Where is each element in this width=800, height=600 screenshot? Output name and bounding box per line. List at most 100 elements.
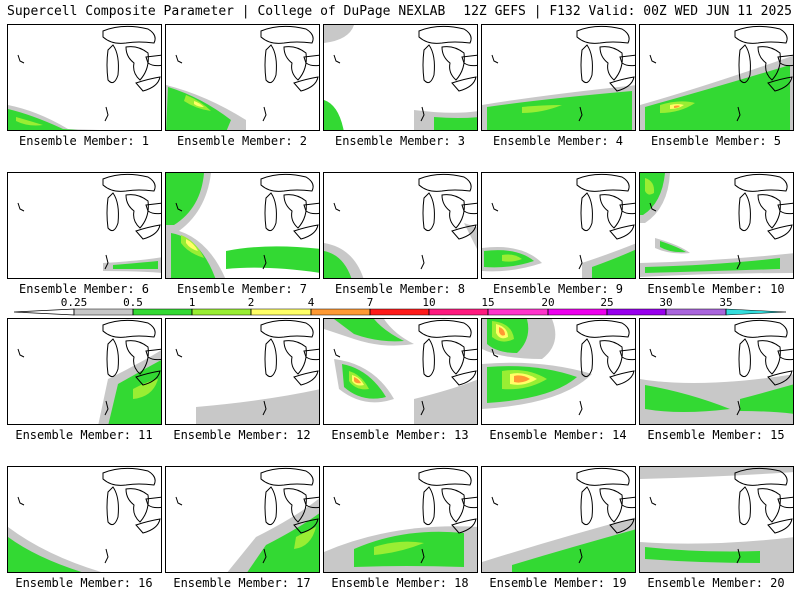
great-lakes-outline — [738, 192, 751, 232]
geographic-line — [578, 400, 583, 416]
great-lakes-outline — [757, 194, 781, 229]
scp-contour — [226, 246, 319, 273]
scp-field-map — [640, 467, 793, 572]
ensemble-panel-10 — [639, 172, 794, 279]
great-lakes-outline — [619, 496, 635, 509]
legend-swatch — [547, 308, 608, 316]
ensemble-panel-14 — [481, 318, 636, 425]
geographic-line — [578, 106, 583, 122]
great-lakes-outline — [125, 340, 149, 375]
geographic-line — [262, 548, 267, 564]
geographic-line — [736, 400, 741, 416]
legend-tick-label: 15 — [481, 296, 494, 309]
great-lakes-outline — [451, 518, 477, 534]
geographic-line — [420, 548, 425, 564]
great-lakes-outline — [145, 348, 161, 361]
legend-tick-label: 35 — [719, 296, 732, 309]
geographic-line — [175, 54, 183, 64]
member-label-11: Ensemble Member: 11 — [15, 428, 153, 442]
great-lakes-outline — [422, 338, 435, 378]
great-lakes-outline — [422, 192, 435, 232]
scp-contour — [166, 173, 204, 225]
scp-contour — [324, 25, 354, 43]
geographic-line — [420, 106, 425, 122]
member-label-3: Ensemble Member: 3 — [334, 134, 466, 148]
great-lakes-outline — [260, 173, 314, 192]
great-lakes-outline — [441, 340, 465, 375]
member-label-7: Ensemble Member: 7 — [176, 282, 308, 296]
scp-contour — [674, 105, 680, 108]
scp-contour — [8, 109, 78, 130]
scp-contour — [512, 529, 635, 572]
scp-field-map — [17, 319, 161, 424]
great-lakes-outline — [609, 224, 635, 240]
great-lakes-outline — [734, 173, 788, 192]
member-label-17: Ensemble Member: 17 — [173, 576, 311, 590]
great-lakes-outline — [576, 319, 630, 338]
great-lakes-outline — [738, 44, 751, 84]
legend-tick-label: 7 — [367, 296, 374, 309]
legend-swatch — [369, 308, 430, 316]
ensemble-panel-15 — [639, 318, 794, 425]
scp-field-map — [640, 319, 793, 424]
member-label-1: Ensemble Member: 1 — [18, 134, 150, 148]
geographic-line — [649, 496, 657, 506]
scp-contour — [354, 377, 361, 384]
member-label-4: Ensemble Member: 4 — [492, 134, 624, 148]
great-lakes-outline — [609, 76, 635, 92]
great-lakes-outline — [619, 348, 635, 361]
great-lakes-outline — [580, 486, 593, 526]
geographic-line — [17, 496, 25, 506]
ensemble-panel-2 — [165, 24, 320, 131]
great-lakes-outline — [106, 486, 119, 526]
scp-contour — [166, 87, 231, 130]
legend-swatch — [428, 308, 489, 316]
great-lakes-outline — [102, 173, 156, 192]
great-lakes-outline — [102, 25, 156, 44]
member-label-13: Ensemble Member: 13 — [331, 428, 469, 442]
geographic-line — [491, 202, 499, 212]
scp-contour — [645, 385, 730, 412]
scp-field-map — [8, 467, 161, 572]
scp-contour — [133, 379, 158, 399]
great-lakes-outline — [283, 46, 307, 81]
great-lakes-outline — [738, 338, 751, 378]
great-lakes-outline — [283, 340, 307, 375]
legend-tick-label: 0.25 — [61, 296, 88, 309]
scp-contour — [645, 258, 780, 273]
member-label-2: Ensemble Member: 2 — [176, 134, 308, 148]
geographic-line — [175, 202, 183, 212]
great-lakes-outline — [418, 319, 472, 338]
scp-field-map — [324, 25, 477, 130]
geographic-line — [333, 202, 341, 212]
great-lakes-outline — [135, 518, 161, 534]
great-lakes-outline — [777, 348, 793, 361]
scp-contour — [294, 527, 316, 549]
legend-tick-label: 1 — [189, 296, 196, 309]
legend-min-arrow — [13, 308, 75, 316]
great-lakes-outline — [145, 202, 161, 215]
geographic-line — [649, 348, 657, 358]
ensemble-panel-6 — [7, 172, 162, 279]
great-lakes-outline — [580, 192, 593, 232]
ensemble-panel-19 — [481, 466, 636, 573]
great-lakes-outline — [734, 25, 788, 44]
great-lakes-outline — [422, 44, 435, 84]
great-lakes-outline — [461, 348, 477, 361]
great-lakes-outline — [777, 54, 793, 67]
ensemble-panel-16 — [7, 466, 162, 573]
geographic-line — [420, 400, 425, 416]
great-lakes-outline — [125, 194, 149, 229]
scp-field-map — [324, 319, 477, 424]
member-label-5: Ensemble Member: 5 — [650, 134, 782, 148]
great-lakes-outline — [599, 340, 623, 375]
geographic-line — [491, 54, 499, 64]
great-lakes-outline — [619, 202, 635, 215]
great-lakes-outline — [264, 44, 277, 84]
ensemble-panel-18 — [323, 466, 478, 573]
great-lakes-outline — [738, 486, 751, 526]
geographic-line — [333, 348, 341, 358]
geographic-line — [17, 348, 25, 358]
scp-field-map — [640, 25, 793, 130]
great-lakes-outline — [102, 467, 156, 486]
